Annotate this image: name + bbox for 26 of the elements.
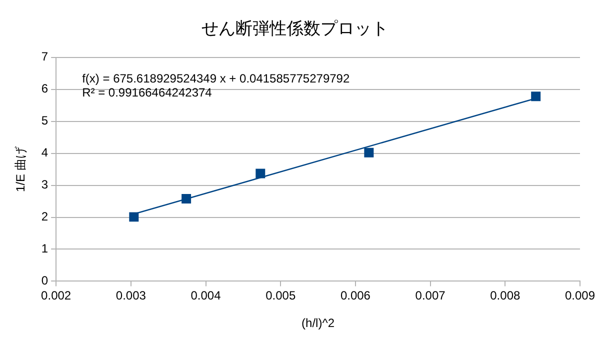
y-tick-label: 7 xyxy=(41,50,48,64)
point xyxy=(531,92,541,102)
point xyxy=(364,148,374,158)
x-tick-label: 0.006 xyxy=(340,288,371,303)
x-tick-label: 0.003 xyxy=(116,288,146,303)
x-tick-label: 0.004 xyxy=(190,288,222,303)
annotation: f(x) = 675.618929524349 x + 0.041585775279792 xyxy=(82,72,350,86)
x-tick-label: 0.009 xyxy=(564,288,596,303)
chart-title: せん断弾性係数プロット xyxy=(202,18,388,38)
point xyxy=(256,168,266,178)
x-tick-label: 0.007 xyxy=(415,288,446,303)
y-tick-label: 0 xyxy=(41,274,48,288)
x-tick-label: 0.005 xyxy=(266,288,296,303)
y-tick-label: 3 xyxy=(41,178,48,192)
y-axis-title: 1/E 曲げ xyxy=(14,146,28,192)
y-tick-label: 5 xyxy=(41,114,48,128)
x-axis-title: (h/l)^2 xyxy=(302,316,335,330)
x-tick-label: 0.002 xyxy=(41,288,72,303)
y-tick-label: 1 xyxy=(41,242,48,256)
y-tick-label: 2 xyxy=(41,210,48,224)
x-tick-label: 0.008 xyxy=(490,288,520,303)
annotation: R² = 0.99166464242374 xyxy=(82,86,212,100)
y-tick-label: 4 xyxy=(41,146,48,160)
y-tick-label: 6 xyxy=(41,82,48,96)
point xyxy=(129,212,139,222)
point xyxy=(182,194,192,204)
